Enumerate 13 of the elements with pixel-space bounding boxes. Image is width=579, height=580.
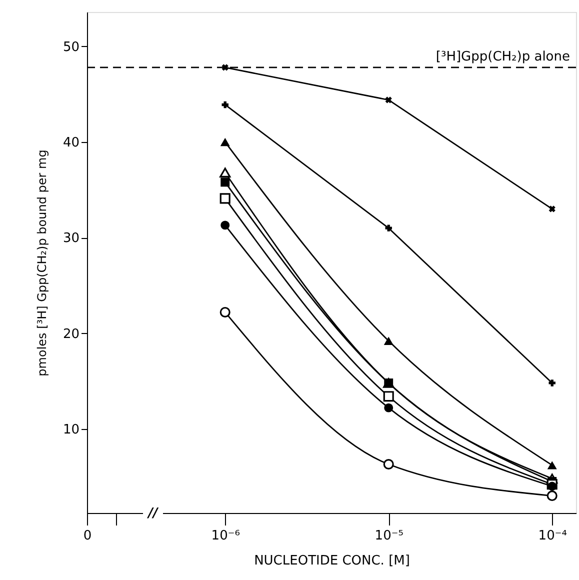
y-tick-label: 50: [62, 40, 80, 55]
x-tick-label: 0: [83, 528, 92, 544]
annotation: //: [146, 506, 159, 521]
y-tick-label: 40: [62, 136, 80, 151]
x-tick-label: 10⁻⁴: [538, 528, 567, 544]
y-tick-label: 30: [62, 231, 80, 246]
x-tick-label: 10⁻⁵: [374, 528, 404, 544]
y-tick-label: 20: [62, 326, 80, 342]
x-axis-title: NUCLEOTIDE CONC. [M]: [254, 554, 410, 568]
x-tick-label: 10⁻⁶: [211, 528, 240, 544]
ref-line-label: [³H]Gpp(CH₂)p alone: [436, 49, 570, 64]
y-tick-label: 10: [62, 422, 80, 438]
y-axis-title: pmoles [³H] Gpp(CH₂)p bound per mg: [34, 150, 49, 376]
